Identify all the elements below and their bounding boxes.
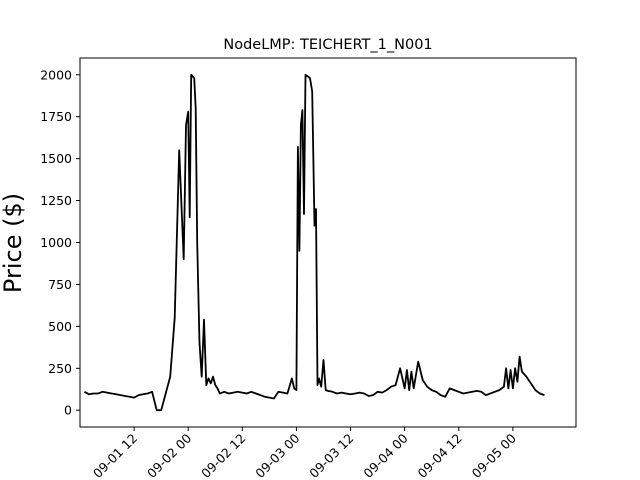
y-tick-label: 0 (64, 403, 72, 418)
y-tick-label: 2000 (40, 67, 72, 82)
series-line (84, 73, 545, 412)
y-axis-label: Price ($) (0, 193, 27, 293)
plot-frame (79, 57, 577, 428)
y-tick-label: 250 (48, 361, 72, 376)
y-tick-label: 1500 (40, 151, 72, 166)
y-tick-label: 1250 (40, 193, 72, 208)
y-tick-label: 750 (48, 277, 72, 292)
y-tick-label: 500 (48, 319, 72, 334)
y-tick-label: 1750 (40, 109, 72, 124)
y-tick-label: 1000 (40, 235, 72, 250)
chart-title: NodeLMP: TEICHERT_1_N001 (223, 37, 432, 53)
y-axis-ticks: 0 250 500 750 1000 1250 1500 1750 2000 (40, 67, 80, 418)
